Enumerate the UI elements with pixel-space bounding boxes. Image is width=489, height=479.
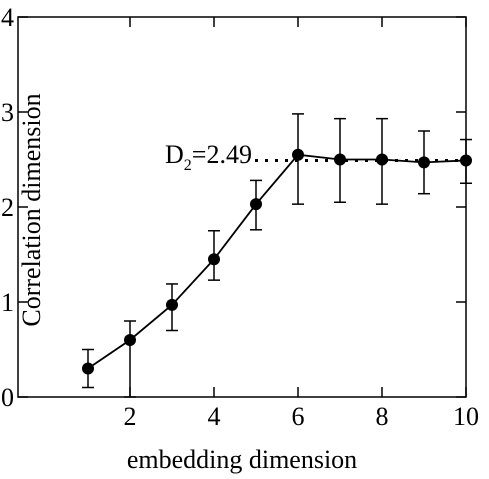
- point: [418, 156, 430, 169]
- point: [166, 298, 178, 311]
- x-tick-label: 4: [208, 402, 221, 431]
- y-tick-label: 3: [1, 98, 14, 127]
- point: [208, 253, 220, 266]
- point: [124, 334, 136, 346]
- y-tick-label: 2: [1, 193, 14, 222]
- x-tick-label: 8: [376, 402, 389, 431]
- x-tick-label: 10: [453, 402, 479, 431]
- x-axis-label: embedding dimension: [127, 445, 357, 474]
- annotation-subscript: 2: [184, 157, 192, 174]
- annotation-text: =2.49: [192, 140, 252, 169]
- point: [250, 198, 262, 211]
- point: [376, 153, 388, 166]
- y-axis-label: Correlation dimension: [17, 93, 46, 326]
- point: [334, 153, 346, 166]
- annotation: D2=2.49: [165, 140, 252, 174]
- x-tick-label: 6: [292, 402, 305, 431]
- point: [460, 154, 472, 167]
- y-tick-label: 1: [1, 288, 14, 317]
- plot-frame: [17, 16, 467, 398]
- y-tick-label: 4: [1, 3, 14, 32]
- annotation-symbol: D: [165, 140, 184, 169]
- point: [292, 148, 304, 161]
- y-tick-label: 0: [1, 383, 14, 412]
- line: [87, 153, 467, 370]
- x-tick-label: 2: [124, 402, 137, 431]
- point: [82, 362, 94, 375]
